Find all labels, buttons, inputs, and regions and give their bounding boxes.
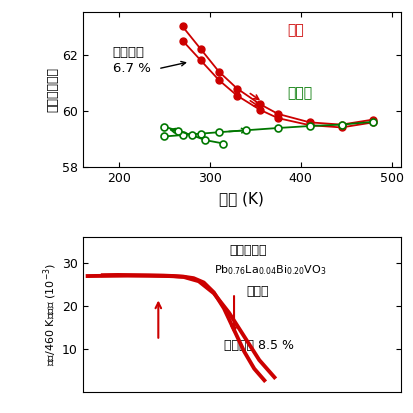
X-axis label: 温度 (K): 温度 (K)	[219, 191, 264, 206]
Text: 高温相: 高温相	[287, 86, 312, 100]
Text: 熱機械分析: 熱機械分析	[229, 244, 266, 257]
Text: 平均: 平均	[287, 24, 304, 38]
Text: 体積収縮 8.5 %: 体積収縮 8.5 %	[224, 339, 294, 351]
Text: 焼結体: 焼結体	[246, 285, 268, 298]
Y-axis label: 長さ/460 Kの長さ (10$^{-3}$): 長さ/460 Kの長さ (10$^{-3}$)	[41, 263, 59, 366]
Text: 体積収縮
6.7 %: 体積収縮 6.7 %	[113, 46, 150, 75]
Y-axis label: 単位格子体積: 単位格子体積	[46, 67, 59, 112]
Text: Pb$_{0.76}$La$_{0.04}$Bi$_{0.20}$VO$_3$: Pb$_{0.76}$La$_{0.04}$Bi$_{0.20}$VO$_3$	[214, 263, 326, 277]
